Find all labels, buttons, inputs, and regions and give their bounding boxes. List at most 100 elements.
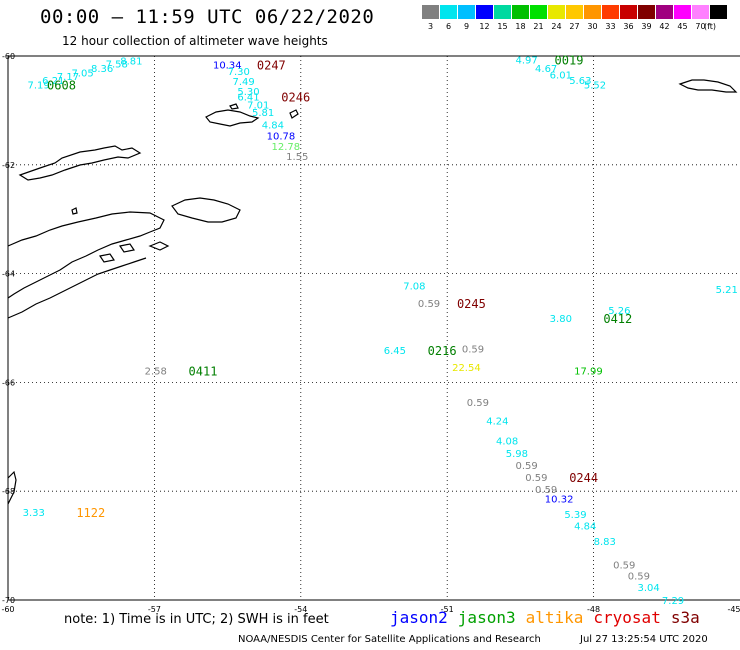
legend-swatch <box>584 5 601 19</box>
swh-value-label: 6.45 <box>384 346 406 357</box>
swh-value-label: 0.59 <box>628 572 650 583</box>
legend-unit-label: (ft) <box>704 22 717 31</box>
swh-value-label: 3.33 <box>23 508 45 519</box>
pass-time-label: 0412 <box>603 312 632 326</box>
small-islet-3 <box>71 207 78 215</box>
swh-value-label: 4.67 <box>535 64 557 75</box>
legend-swatch <box>440 5 457 19</box>
swh-value-label: 6.41 <box>237 92 259 103</box>
swh-value-label: 7.05 <box>71 68 93 79</box>
pass-time-label: 0244 <box>569 471 598 485</box>
legend-label: 33 <box>605 22 616 31</box>
satellite-key-altika: altika <box>525 608 584 627</box>
swh-value-label: 5.21 <box>716 285 738 296</box>
ice-shelf-edge <box>7 470 17 505</box>
swh-value-label: 7.58 <box>106 60 128 71</box>
swh-value-label: 7.08 <box>403 282 425 293</box>
swh-value-label: 5.81 <box>252 108 274 119</box>
lat-tick-label: -60 <box>2 52 15 61</box>
lon-tick-label: -54 <box>294 605 307 614</box>
swh-value-label: 0.59 <box>613 561 635 572</box>
legend-swatch <box>566 5 583 19</box>
swh-value-label: 0.59 <box>462 345 484 356</box>
pass-time-label: 0019 <box>555 53 584 67</box>
legend-label: 6 <box>445 22 452 31</box>
swh-value-label: 4.84 <box>262 121 284 132</box>
footer-note: note: 1) Time is in UTC; 2) SWH is in fe… <box>64 612 329 627</box>
swh-value-label: 10.78 <box>267 131 296 142</box>
lat-tick-label: -62 <box>2 161 15 170</box>
legend-swatch <box>602 5 619 19</box>
legend-label: 18 <box>515 22 526 31</box>
legend-label: 21 <box>533 22 544 31</box>
axis-tick-labels: -60 -57 -54 -51 -48 -45 -60 -62 -64 -66 -68 -70 <box>1 52 740 614</box>
satellite-key-jason3: jason3 <box>457 608 516 627</box>
swh-value-label: 0.59 <box>418 299 440 310</box>
swh-value-label: 7.17 <box>57 72 79 83</box>
legend-swatch <box>656 5 673 19</box>
legend-swatch <box>512 5 529 19</box>
swh-value-label: 22.54 <box>452 363 481 374</box>
lat-tick-label: -64 <box>2 270 15 279</box>
swh-value-label: 0.59 <box>516 461 538 472</box>
lon-tick-label: -48 <box>587 605 600 614</box>
pass-time-label: 0411 <box>189 364 218 378</box>
legend-swatch <box>530 5 547 19</box>
lat-tick-label: -66 <box>2 378 15 387</box>
swh-observations: 8.817.588.367.057.176.217.19 10.347.307.4… <box>23 55 738 607</box>
legend-swatch <box>548 5 565 19</box>
swh-value-label: 5.39 <box>564 510 586 521</box>
legend-label: 70 <box>695 22 706 31</box>
lat-tick-label: -68 <box>2 487 15 496</box>
swh-value-label: 2.58 <box>145 366 167 377</box>
swh-value-label: 7.49 <box>232 77 254 88</box>
pass-time-label: 0247 <box>257 59 286 73</box>
satellite-pass-times: 0608 0247 0246 0019 0245 0216 0412 0411 0244 1122 <box>47 53 632 520</box>
legend-swatch <box>692 5 709 19</box>
legend-label: 27 <box>569 22 580 31</box>
seymour-island <box>119 243 135 253</box>
map-title: 00:00 – 11:59 UTC 06/22/2020 <box>40 6 375 28</box>
legend-label: 12 <box>479 22 490 31</box>
legend-label: 9 <box>463 22 470 31</box>
pass-time-label: 1122 <box>76 506 105 520</box>
swh-value-label: 7.01 <box>247 100 269 111</box>
pass-time-label: 0216 <box>428 344 457 358</box>
legend-label: 36 <box>623 22 634 31</box>
legend-swatch <box>620 5 637 19</box>
swh-value-label: 7.29 <box>662 596 684 607</box>
legend-label: 45 <box>677 22 688 31</box>
swh-value-label: 4.08 <box>496 437 518 448</box>
swh-value-label: 4.97 <box>516 55 538 66</box>
swh-value-label: 5.26 <box>608 306 630 317</box>
swh-value-label: 5.52 <box>584 80 606 91</box>
legend-swatch <box>422 5 439 19</box>
legend-label: 30 <box>587 22 598 31</box>
swh-value-label: 6.21 <box>42 76 64 87</box>
coastline <box>7 79 738 505</box>
legend-swatch <box>476 5 493 19</box>
legend-label: 42 <box>659 22 670 31</box>
swh-value-label: 8.81 <box>120 56 142 67</box>
satellite-key: jason2 jason3 altika cryosat s3a <box>390 608 710 627</box>
satellite-key-cryosat: cryosat <box>593 608 661 627</box>
pass-time-label: 0608 <box>47 78 76 92</box>
antarctic-peninsula <box>7 211 165 299</box>
lon-tick-label: -51 <box>441 605 454 614</box>
swh-value-label: 6.01 <box>550 70 572 81</box>
swh-value-label: 4.24 <box>486 416 508 427</box>
swh-value-label: 0.59 <box>525 473 547 484</box>
james-ross-coast <box>7 257 147 319</box>
small-islet-2 <box>229 103 239 110</box>
swh-value-label: 5.98 <box>506 449 528 460</box>
map-frame <box>7 55 740 601</box>
swh-value-label: 10.32 <box>545 494 574 505</box>
legend-label: 39 <box>641 22 652 31</box>
dundee-island <box>148 241 170 251</box>
pass-time-label: 0245 <box>457 297 486 311</box>
satellite-key-jason2: jason2 <box>390 608 448 627</box>
swh-value-label: 0.59 <box>535 485 557 496</box>
south-orkney-islands <box>678 79 738 93</box>
graticule <box>8 56 740 600</box>
